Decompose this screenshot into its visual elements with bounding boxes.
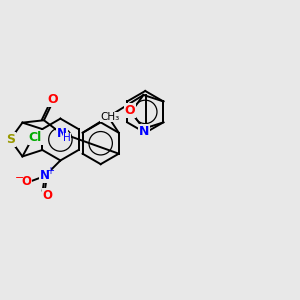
Text: N: N	[139, 125, 149, 138]
Text: +: +	[46, 166, 54, 176]
Text: O: O	[43, 189, 53, 202]
Text: O: O	[47, 93, 58, 106]
Text: −: −	[14, 173, 24, 183]
Text: CH₃: CH₃	[100, 112, 119, 122]
Text: O: O	[21, 175, 32, 188]
Text: S: S	[6, 133, 15, 146]
Text: H: H	[63, 133, 71, 143]
Text: N: N	[57, 127, 67, 140]
Text: N: N	[40, 169, 50, 182]
Text: O: O	[125, 104, 135, 117]
Text: Cl: Cl	[28, 130, 42, 143]
